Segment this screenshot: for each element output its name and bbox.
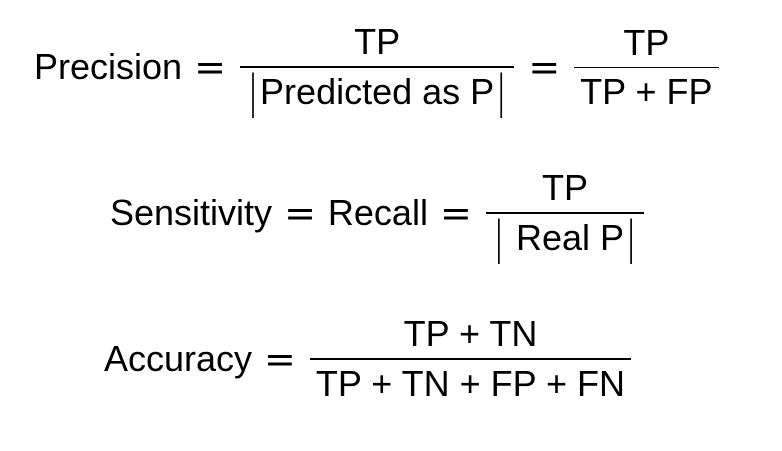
equals-sign: = — [528, 45, 561, 90]
accuracy-equation: Accuracy = TP + TN TP + TN + FP + FN — [104, 316, 633, 402]
fraction-bar — [574, 66, 719, 68]
accuracy-term: Accuracy — [104, 337, 253, 379]
denominator-text: Predicted as P — [260, 70, 495, 112]
recall-term: Recall — [327, 192, 428, 234]
fraction-denominator: |Predicted as P| — [240, 68, 514, 114]
abs-bar-left: | — [492, 212, 505, 264]
fraction-denominator: | Real P| — [486, 214, 644, 260]
precision-equation: Precision = TP |Predicted as P| = TP TP … — [34, 21, 721, 114]
accuracy-fraction: TP + TN TP + TN + FP + FN — [308, 316, 633, 402]
fraction-numerator: TP — [541, 167, 588, 208]
abs-bar-right: | — [495, 66, 508, 118]
precision-fraction-predicted: TP |Predicted as P| — [238, 21, 516, 114]
recall-equation: Sensitivity = Recall = TP | Real P| — [110, 167, 646, 260]
fraction-numerator: TP + TN — [403, 313, 538, 354]
precision-term: Precision — [34, 46, 183, 88]
recall-fraction: TP | Real P| — [484, 167, 646, 260]
equals-sign: = — [284, 191, 316, 236]
precision-fraction-tp-fp: TP TP + FP — [572, 21, 720, 112]
equals-sign: = — [194, 45, 226, 90]
fraction-denominator: TP + TN + FP + FN — [315, 362, 626, 404]
equals-sign: = — [264, 336, 296, 381]
abs-bar-left: | — [246, 66, 260, 118]
fraction-bar — [309, 358, 632, 360]
fraction-denominator: TP + FP — [580, 71, 713, 112]
fraction-bar — [485, 212, 645, 214]
fraction-numerator: TP — [623, 21, 670, 63]
fraction-numerator: TP — [354, 21, 401, 62]
denominator-text: Real P — [505, 216, 624, 258]
equals-sign: = — [439, 191, 472, 236]
sensitivity-term: Sensitivity — [110, 192, 273, 234]
fraction-bar — [239, 66, 515, 68]
abs-bar-right: | — [625, 212, 638, 264]
